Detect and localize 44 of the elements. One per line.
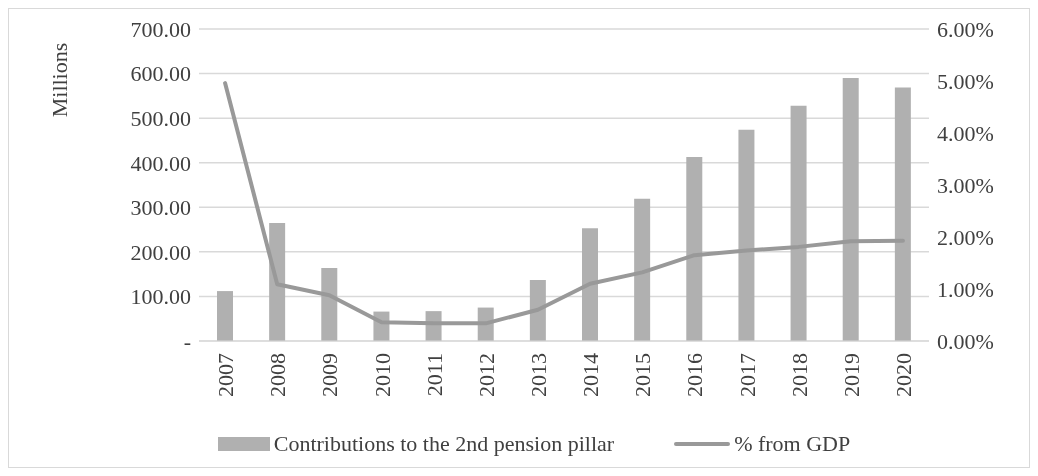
y2-tick-label: 5.00% <box>937 68 994 94</box>
x-tick-label: 2018 <box>786 353 812 397</box>
bar <box>217 291 233 341</box>
x-tick-label: 2007 <box>213 353 239 397</box>
y-tick-label: 500.00 <box>130 105 191 131</box>
bar <box>894 87 911 341</box>
y2-tick-label: 2.00% <box>937 224 994 250</box>
bar <box>582 228 598 341</box>
bar <box>738 129 755 341</box>
y-tick-label: 200.00 <box>130 239 191 265</box>
y-tick-label: - <box>183 328 191 354</box>
x-tick-label: 2009 <box>317 353 343 397</box>
bar <box>321 267 338 341</box>
x-tick-label: 2020 <box>890 353 916 397</box>
x-tick-label: 2011 <box>421 353 447 397</box>
bar <box>529 279 546 341</box>
bar <box>686 156 703 341</box>
x-tick-label: 2017 <box>734 353 760 397</box>
y2-tick-label: 4.00% <box>937 120 994 146</box>
x-tick-label: 2008 <box>265 353 291 397</box>
x-tick-label: 2015 <box>630 353 656 397</box>
bar <box>634 198 651 341</box>
legend-label: Contributions to the 2nd pension pillar <box>273 431 615 457</box>
y2-tick-label: 0.00% <box>937 328 994 354</box>
bar <box>790 105 807 341</box>
x-tick-label: 2010 <box>369 353 395 397</box>
y2-tick-label: 1.00% <box>937 276 994 302</box>
bar <box>842 78 859 341</box>
x-tick-label: 2013 <box>525 353 551 397</box>
x-tick-label: 2016 <box>682 353 708 397</box>
x-tick-label: 2012 <box>473 353 499 397</box>
y-tick-label: 700.00 <box>130 16 191 42</box>
legend-label: % from GDP <box>734 431 851 457</box>
y-tick-label: 100.00 <box>130 284 191 310</box>
x-tick-label: 2019 <box>838 353 864 397</box>
line-series <box>223 81 905 326</box>
y-axis-title: Millions <box>46 42 72 118</box>
y-tick-label: 600.00 <box>130 61 191 87</box>
y-tick-label: 400.00 <box>130 150 191 176</box>
y-tick-label: 300.00 <box>130 195 191 221</box>
y2-tick-label: 6.00% <box>937 16 994 42</box>
bar <box>269 222 286 341</box>
y2-tick-label: 3.00% <box>937 172 994 198</box>
x-tick-label: 2014 <box>578 353 604 397</box>
